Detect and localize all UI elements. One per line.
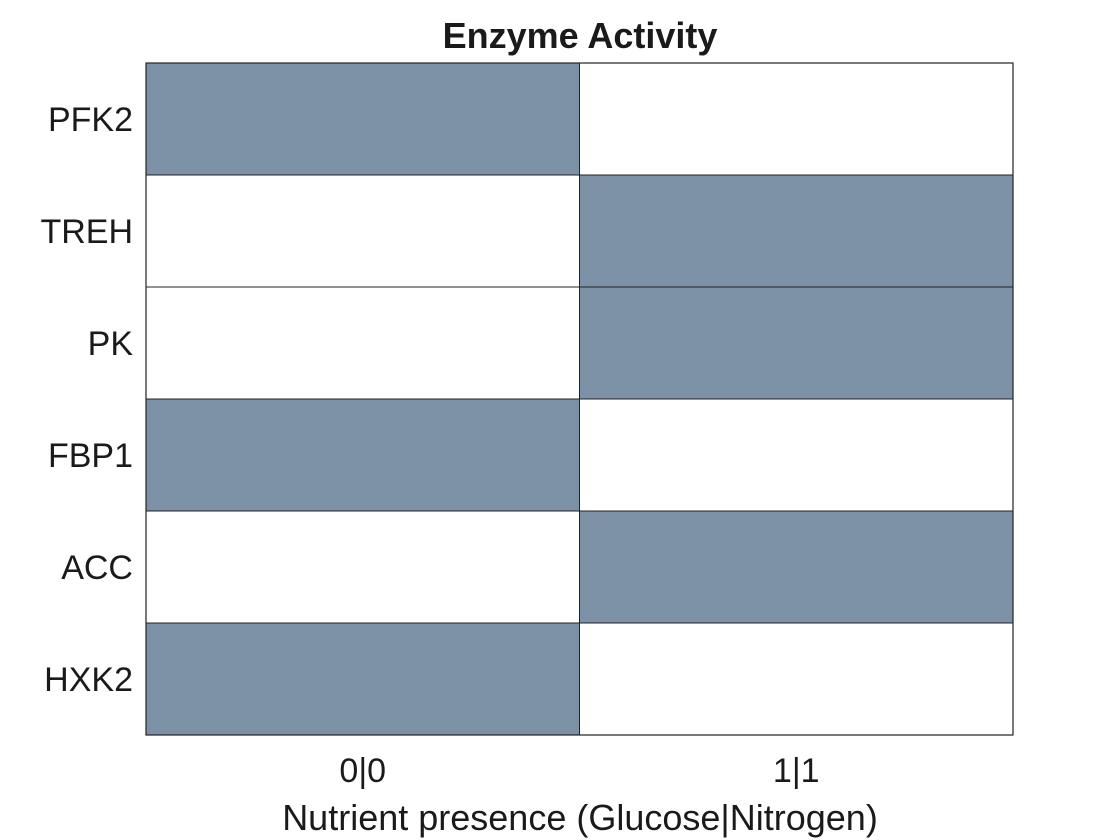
heatmap-cell-FBP1-1 (579, 398, 1014, 512)
plot-frame (145, 62, 1014, 736)
x-tick-labels: 0|0 1|1 (339, 752, 819, 790)
x-tick-label: 1|1 (773, 752, 820, 790)
heatmap-cell-PFK2-0 (145, 62, 580, 176)
heatmap-cell-TREH-0 (145, 174, 580, 288)
y-tick-label: ACC (61, 549, 133, 587)
heatmap-cells (145, 62, 1014, 736)
heatmap-cell-ACC-1 (579, 510, 1014, 624)
y-tick-label: TREH (40, 213, 133, 251)
heatmap-cell-PK-1 (579, 286, 1014, 400)
y-tick-label: PK (88, 325, 134, 363)
heatmap-cell-ACC-0 (145, 510, 580, 624)
y-tick-label: PFK2 (48, 101, 133, 139)
x-tick-label: 0|0 (339, 752, 386, 790)
heatmap-cell-HXK2-1 (579, 622, 1014, 736)
heatmap-cell-HXK2-0 (145, 622, 580, 736)
heatmap-cell-TREH-1 (579, 174, 1014, 288)
chart-title: Enzyme Activity (443, 15, 718, 56)
y-tick-label: HXK2 (44, 661, 133, 699)
y-tick-label: FBP1 (48, 437, 133, 475)
heatmap-cell-FBP1-0 (145, 398, 580, 512)
heatmap-cell-PFK2-1 (579, 62, 1014, 176)
y-tick-labels: PFK2 TREH PK FBP1 ACC HXK2 (40, 101, 133, 699)
x-axis-label: Nutrient presence (Glucose|Nitrogen) (282, 797, 878, 838)
heatmap-cell-PK-0 (145, 286, 580, 400)
